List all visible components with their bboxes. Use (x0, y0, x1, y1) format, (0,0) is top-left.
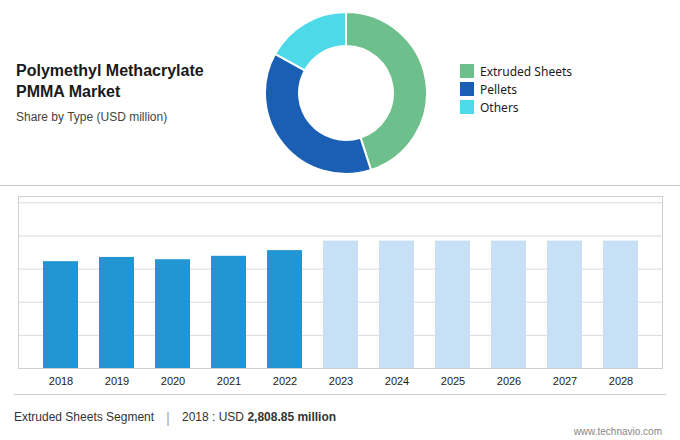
svg-text:2021: 2021 (217, 375, 241, 387)
svg-text:2028: 2028 (609, 375, 633, 387)
html-text:Share by Type (USD million): Share by Type (USD million) (16, 110, 168, 125)
svg-text:2019: 2019 (105, 375, 129, 387)
html-text:2018 : USD 2,808.85 million: 2018 : USD 2,808.85 million (182, 410, 337, 424)
svg-text:2025: 2025 (441, 375, 465, 387)
html-text:www.technavio.com: www.technavio.com (573, 426, 662, 437)
html-text:Extruded Sheets: Extruded Sheets (480, 62, 572, 80)
svg-text:2023: 2023 (329, 375, 353, 387)
svg-text:2018: 2018 (49, 375, 73, 387)
html-text:Others: Others (480, 98, 519, 116)
html-text:Polymethyl Methacrylate PMMA M: Polymethyl Methacrylate PMMA Market (16, 61, 204, 100)
html-text:Pellets: Pellets (480, 80, 518, 98)
svg-text:2022: 2022 (273, 375, 297, 387)
svg-text:2024: 2024 (385, 375, 409, 387)
html-text:Extruded Sheets Segment: Extruded Sheets Segment (14, 410, 155, 424)
svg-text:2026: 2026 (497, 375, 521, 387)
svg-text:2027: 2027 (553, 375, 577, 387)
svg-text:2020: 2020 (161, 375, 185, 387)
